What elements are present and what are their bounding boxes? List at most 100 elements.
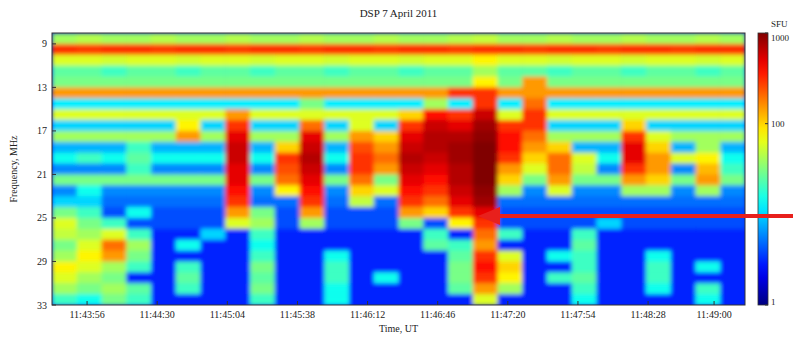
cell [473,109,498,120]
cell [250,294,275,305]
cell [374,261,399,272]
cell [646,164,671,175]
cell [77,240,102,251]
cell [720,120,745,131]
cell [176,77,201,88]
cell [646,55,671,66]
cell [275,294,300,305]
colorbar-title: SFU [771,19,788,29]
cell [671,77,696,88]
cell [300,44,325,55]
cell [275,109,300,120]
cell [250,218,275,229]
cell [250,98,275,109]
cell [275,272,300,283]
cell [300,120,325,131]
cell [52,131,77,142]
cell [473,294,498,305]
cell [473,44,498,55]
cell [349,98,374,109]
cell [52,109,77,120]
cell [225,98,250,109]
cell [646,218,671,229]
cell [597,251,622,262]
cell [77,77,102,88]
cell [547,229,572,240]
cell [250,185,275,196]
cell [597,142,622,153]
cell [696,261,721,272]
cell [720,98,745,109]
cell [201,294,226,305]
y-tick-label: 13 [37,82,47,93]
cell [52,294,77,305]
cell [151,283,176,294]
cell [498,240,523,251]
cell [275,77,300,88]
cell [77,33,102,44]
cell [621,66,646,77]
cell [225,44,250,55]
cell [77,207,102,218]
cell [225,164,250,175]
cell [349,87,374,98]
cell [102,185,127,196]
cell [498,196,523,207]
cell [250,229,275,240]
cell [225,251,250,262]
cell [102,240,127,251]
cell [151,109,176,120]
cell [225,272,250,283]
cell [720,261,745,272]
cell [572,131,597,142]
cell [423,164,448,175]
cell [671,240,696,251]
cell [201,207,226,218]
cell [102,153,127,164]
cell [201,251,226,262]
cell [572,44,597,55]
cell [349,218,374,229]
cell [225,283,250,294]
cell [151,294,176,305]
cell [300,283,325,294]
cell [275,87,300,98]
cell [448,98,473,109]
cell [374,120,399,131]
cell [225,109,250,120]
cells-clip [52,33,745,305]
cell [547,33,572,44]
cell [423,142,448,153]
y-tick [52,87,56,88]
cell [448,174,473,185]
cell [275,153,300,164]
cell [225,174,250,185]
cell [547,120,572,131]
cell [597,120,622,131]
x-tick [297,301,298,305]
cell [102,33,127,44]
cell [374,196,399,207]
cell [597,294,622,305]
cell [176,44,201,55]
cell [423,77,448,88]
cell [473,120,498,131]
cell [448,185,473,196]
cell [324,66,349,77]
cell [250,240,275,251]
cell [498,218,523,229]
cell [225,77,250,88]
cell [473,66,498,77]
cell [572,174,597,185]
cell [176,153,201,164]
cell [572,142,597,153]
x-tick-label: 11:45:04 [210,309,245,320]
cell [275,55,300,66]
cell [597,55,622,66]
cell [448,251,473,262]
cell [225,185,250,196]
cell [176,87,201,98]
cell [448,207,473,218]
cell [250,196,275,207]
cell [498,174,523,185]
